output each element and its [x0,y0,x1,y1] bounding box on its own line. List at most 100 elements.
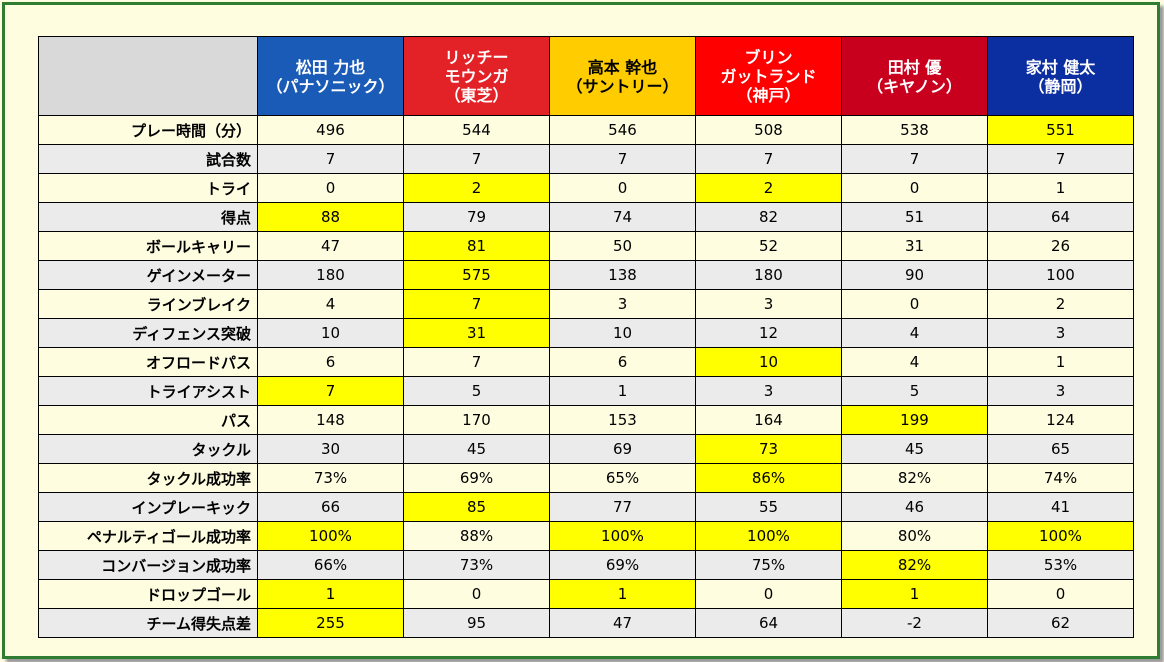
stat-cell: 82 [695,202,842,232]
stat-cell: 180 [695,260,842,290]
stat-cell: 1 [841,579,988,609]
stat-cell: 69% [549,550,696,580]
stat-cell: 31 [841,231,988,261]
stat-cell: 1 [549,376,696,406]
stat-cell: 1 [987,173,1134,203]
stat-cell: 26 [987,231,1134,261]
row-label: コンバージョン成功率 [38,550,258,580]
stat-cell: 52 [695,231,842,261]
stat-cell: 1 [257,579,404,609]
stat-cell: 88 [257,202,404,232]
row-label: トライアシスト [38,376,258,406]
stat-cell: 148 [257,405,404,435]
stat-cell: 51 [841,202,988,232]
stat-cell: 7 [403,289,550,319]
player-name: 家村 健太 [1025,57,1096,77]
stat-cell: 1 [549,579,696,609]
row-label: ボールキャリー [38,231,258,261]
player-name: ガットランド [720,67,817,86]
stat-cell: 575 [403,260,550,290]
stat-cell: 124 [987,405,1134,435]
stat-cell: 1 [987,347,1134,377]
table-row: ゲインメーター 180 575 138 180 90 100 [38,260,1134,290]
stat-cell: 62 [987,608,1134,638]
table-row: プレー時間（分） 496 544 546 508 538 551 [38,115,1134,145]
stat-cell: 3 [695,289,842,319]
row-label: オフロードパス [38,347,258,377]
player-team: （神戸） [736,86,801,105]
stat-cell: 66% [257,550,404,580]
stat-cell: 73 [695,434,842,464]
stat-cell: 2 [403,173,550,203]
row-label: タックル成功率 [38,463,258,493]
table-row: タックル 30 45 69 73 45 65 [38,434,1134,464]
stat-cell: 4 [841,318,988,348]
player-name: 松田 力也 [295,57,366,77]
stat-cell: 86% [695,463,842,493]
stats-table: 松田 力也 （パナソニック） リッチー モウンガ （東芝） 高本 幹也 （サントリー） ブリン… [38,36,1134,638]
player-name: モウンガ [444,67,509,86]
stat-cell: 546 [549,115,696,145]
stat-cell: 85 [403,492,550,522]
stat-cell: 77 [549,492,696,522]
stat-cell: 90 [841,260,988,290]
stat-cell: 0 [987,579,1134,609]
table-row: ボールキャリー 47 81 50 52 31 26 [38,231,1134,261]
stat-cell: 164 [695,405,842,435]
stat-cell: 74% [987,463,1134,493]
stat-cell: 544 [403,115,550,145]
stat-cell: 88% [403,521,550,551]
player-team: （東芝） [444,86,509,105]
table-row: 得点 88 79 74 82 51 64 [38,202,1134,232]
table-row: コンバージョン成功率 66% 73% 69% 75% 82% 53% [38,550,1134,580]
stat-cell: 31 [403,318,550,348]
stat-cell: 100% [695,521,842,551]
row-label: インプレーキック [38,492,258,522]
stat-cell: 10 [549,318,696,348]
stat-cell: 69% [403,463,550,493]
row-label: ドロップゴール [38,579,258,609]
stat-cell: -2 [841,608,988,638]
player-header-5: 田村 優（キヤノン） [841,36,988,116]
table-row: インプレーキック 66 85 77 55 46 41 [38,492,1134,522]
header-row: 松田 力也 （パナソニック） リッチー モウンガ （東芝） 高本 幹也 （サントリー） ブリン… [38,36,1134,116]
table-row: チーム得失点差 255 95 47 64 -2 62 [38,608,1134,638]
stat-cell: 3 [987,376,1134,406]
stat-cell: 65% [549,463,696,493]
table-row: オフロードパス 6 7 6 10 4 1 [38,347,1134,377]
table-row: トライアシスト 7 5 1 3 5 3 [38,376,1134,406]
player-team: （サントリー） [566,76,679,96]
stat-cell: 551 [987,115,1134,145]
stat-cell: 100% [549,521,696,551]
stat-cell: 7 [695,144,842,174]
stat-cell: 0 [549,173,696,203]
stat-cell: 73% [403,550,550,580]
stat-cell: 82% [841,463,988,493]
stat-cell: 7 [403,144,550,174]
row-label: チーム得失点差 [38,608,258,638]
stat-cell: 64 [987,202,1134,232]
stat-cell: 30 [257,434,404,464]
stat-cell: 153 [549,405,696,435]
stat-cell: 4 [257,289,404,319]
row-label: タックル [38,434,258,464]
table-row: ペナルティゴール成功率 100% 88% 100% 100% 80% 100% [38,521,1134,551]
stat-cell: 0 [841,173,988,203]
stat-cell: 80% [841,521,988,551]
stat-cell: 66 [257,492,404,522]
stat-cell: 6 [549,347,696,377]
stat-cell: 81 [403,231,550,261]
row-label: ペナルティゴール成功率 [38,521,258,551]
row-label: ゲインメーター [38,260,258,290]
stat-cell: 74 [549,202,696,232]
player-header-2: リッチー モウンガ （東芝） [403,36,550,116]
stat-cell: 0 [841,289,988,319]
stat-cell: 45 [841,434,988,464]
stat-cell: 170 [403,405,550,435]
stat-cell: 41 [987,492,1134,522]
stat-cell: 3 [549,289,696,319]
player-name: 田村 優 [887,57,942,77]
stats-body: プレー時間（分） 496 544 546 508 538 551 試合数 7 7 7 7 7 7 トライ 0 2… [38,115,1134,638]
row-label: 試合数 [38,144,258,174]
stat-cell: 46 [841,492,988,522]
